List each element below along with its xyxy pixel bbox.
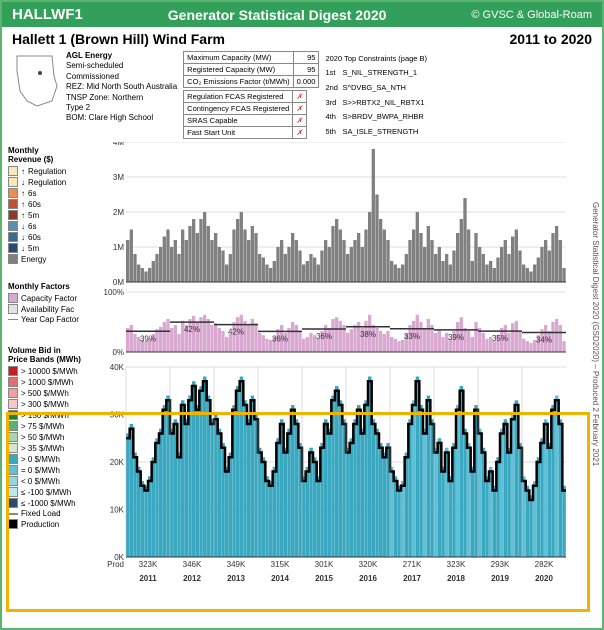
svg-text:2M: 2M <box>113 208 124 217</box>
type: Type 2 <box>66 103 177 113</box>
station-name: Hallett 1 (Brown Hill) Wind Farm <box>12 31 225 47</box>
svg-text:100%: 100% <box>104 288 124 297</box>
svg-text:Prod: Prod <box>107 560 124 569</box>
sched: Semi-scheduled <box>66 61 177 71</box>
rez: REZ: Mid North South Australia <box>66 82 177 92</box>
svg-text:35%: 35% <box>492 334 508 343</box>
svg-text:346K: 346K <box>183 560 202 569</box>
meta-info: AGL Energy Semi-scheduled Commissioned R… <box>66 51 177 139</box>
svg-text:282K: 282K <box>535 560 554 569</box>
svg-text:2017: 2017 <box>403 574 421 583</box>
svg-text:349K: 349K <box>227 560 246 569</box>
status: Commissioned <box>66 72 177 82</box>
svg-text:323K: 323K <box>447 560 466 569</box>
tnsp: TNSP Zone: Northern <box>66 93 177 103</box>
doc-title: Generator Statistical Digest 2020 <box>168 7 387 23</box>
owner: AGL Energy <box>66 51 177 61</box>
svg-text:2014: 2014 <box>271 574 289 583</box>
top-info: AGL Energy Semi-scheduled Commissioned R… <box>2 49 602 141</box>
svg-text:38%: 38% <box>360 330 376 339</box>
vertical-caption: Generator Statistical Digest 2020 (GSD20… <box>591 202 600 466</box>
svg-text:36%: 36% <box>272 334 288 343</box>
svg-text:2018: 2018 <box>447 574 465 583</box>
svg-text:2019: 2019 <box>491 574 509 583</box>
svg-text:293K: 293K <box>491 560 510 569</box>
svg-text:2016: 2016 <box>359 574 377 583</box>
svg-text:2015: 2015 <box>315 574 333 583</box>
info-tables: Maximum Capacity (MW)95Registered Capaci… <box>183 51 429 139</box>
svg-text:36%: 36% <box>316 332 332 341</box>
svg-text:315K: 315K <box>271 560 290 569</box>
constraints-table: 2020 Top Constraints (page B)1stS_NIL_ST… <box>323 51 429 139</box>
header-bar: HALLWF1 Generator Statistical Digest 202… <box>2 2 602 27</box>
svg-text:33%: 33% <box>404 332 420 341</box>
svg-text:323K: 323K <box>139 560 158 569</box>
svg-text:320K: 320K <box>359 560 378 569</box>
svg-text:40K: 40K <box>110 363 125 372</box>
svg-text:3M: 3M <box>113 173 124 182</box>
svg-text:1M: 1M <box>113 243 124 252</box>
svg-text:39%: 39% <box>448 333 464 342</box>
subheader: Hallett 1 (Brown Hill) Wind Farm 2011 to… <box>2 27 602 49</box>
svg-text:42%: 42% <box>184 325 200 334</box>
svg-text:2011: 2011 <box>139 574 157 583</box>
svg-text:42%: 42% <box>228 328 244 337</box>
capacity-table: Maximum Capacity (MW)95Registered Capaci… <box>183 51 319 88</box>
gen-id: HALLWF1 <box>12 6 83 23</box>
legends: Monthly Revenue ($)↑Regulation↓Regulatio… <box>8 144 98 530</box>
svg-text:10K: 10K <box>110 506 125 515</box>
svg-text:301K: 301K <box>315 560 334 569</box>
map-block: AGL Energy Semi-scheduled Commissioned R… <box>12 51 177 139</box>
svg-text:30K: 30K <box>110 411 125 420</box>
svg-text:0M: 0M <box>113 278 124 287</box>
reg-table: Regulation FCAS Registered✗Contingency F… <box>183 90 306 139</box>
svg-text:2020: 2020 <box>535 574 553 583</box>
sa-map-icon <box>12 51 62 111</box>
svg-text:39%: 39% <box>140 334 156 343</box>
svg-text:271K: 271K <box>403 560 422 569</box>
svg-text:2012: 2012 <box>183 574 201 583</box>
charts-svg: 0M 1M 2M 3M 4M 100% 0% 39% 42% 42% 36% 36% 38% 33% 39%… <box>102 142 572 602</box>
year-range: 2011 to 2020 <box>509 31 592 47</box>
svg-text:34%: 34% <box>536 336 552 345</box>
bom: BOM: Clare High School <box>66 113 177 123</box>
svg-text:0%: 0% <box>112 348 124 357</box>
charts-area: 0M 1M 2M 3M 4M 100% 0% 39% 42% 42% 36% 36% 38% 33% 39%… <box>102 142 572 607</box>
svg-text:2013: 2013 <box>227 574 245 583</box>
svg-text:20K: 20K <box>110 458 125 467</box>
svg-text:4M: 4M <box>113 142 124 147</box>
copyright: © GVSC & Global-Roam <box>471 9 592 21</box>
